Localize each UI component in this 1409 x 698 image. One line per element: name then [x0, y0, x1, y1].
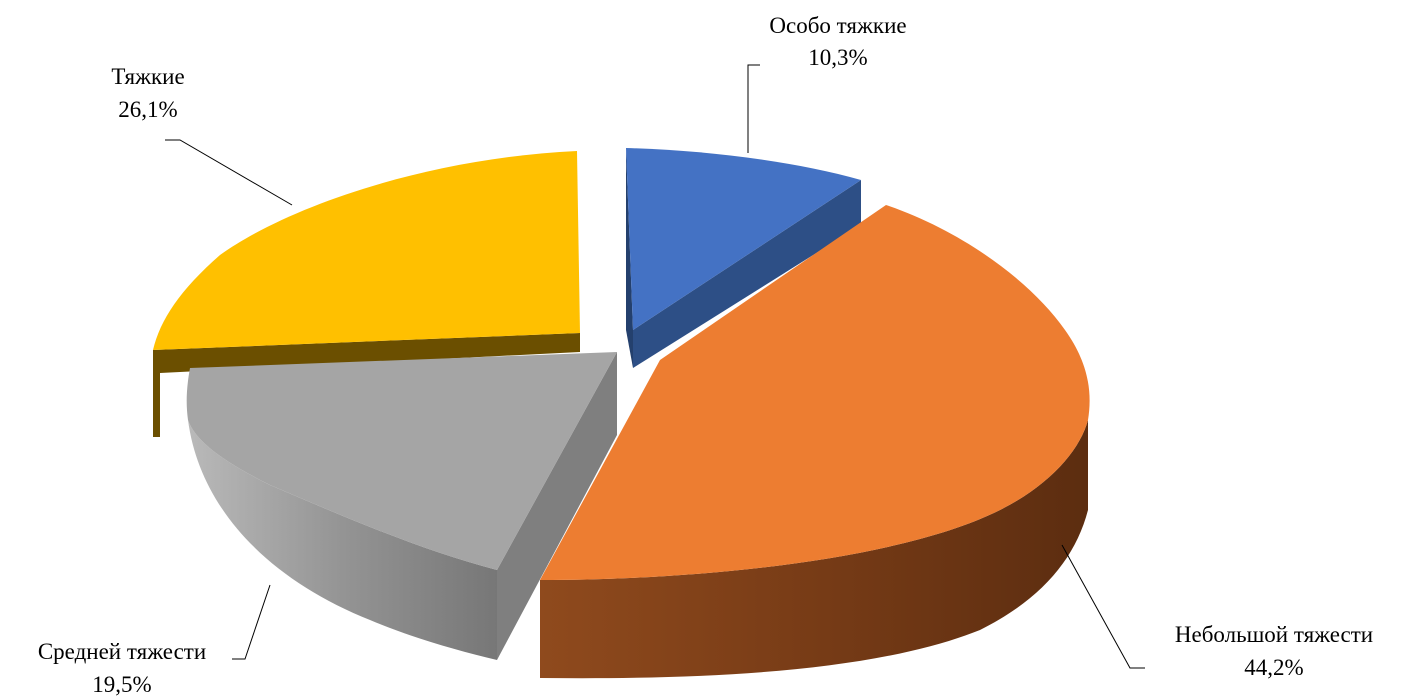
slice-side-nebolshoy-tyazhesti [540, 420, 1088, 679]
label-name-tyazhkie: Тяжкие [111, 64, 184, 89]
slice-group-sredney-tyazhesti [186, 352, 618, 660]
slice-group-nebolshoy-tyazhesti [540, 205, 1090, 679]
slice-side-sredney-tyazhesti [188, 420, 497, 660]
leader-line-sredney-tyazhesti [232, 584, 271, 660]
label-value-tyazhkie: 26,1% [118, 97, 177, 122]
slice-side-osobo-tyazhkie [633, 180, 861, 368]
label-name-nebolshoy-tyazhesti: Небольшой тяжести [1175, 622, 1373, 647]
slice-tyazhkie [153, 151, 580, 350]
slice-osobo-tyazhkie [626, 148, 861, 330]
label-value-osobo-tyazhkie: 10,3% [808, 45, 867, 70]
label-value-sredney-tyazhesti: 19,5% [92, 672, 151, 697]
slice-nebolshoy-tyazhesti [540, 205, 1090, 580]
slice-side-sredney-tyazhesti-2 [497, 352, 617, 660]
leader-line-nebolshoy-tyazhesti [1061, 544, 1145, 669]
label-value-nebolshoy-tyazhesti: 44,2% [1244, 655, 1303, 680]
slice-side-osobo-tyazhkie-2 [626, 148, 633, 368]
label-name-sredney-tyazhesti: Средней тяжести [38, 639, 206, 664]
label-name-osobo-tyazhkie: Особо тяжкие [769, 13, 906, 38]
slice-group-tyazhkie [153, 151, 580, 437]
leader-line-osobo-tyazhkie [747, 64, 760, 153]
slice-group-osobo-tyazhkie [626, 148, 861, 368]
slice-sredney-tyazhesti [186, 352, 618, 570]
leader-line-tyazhkie [165, 139, 293, 206]
slice-side-tyazhkie [153, 333, 580, 437]
